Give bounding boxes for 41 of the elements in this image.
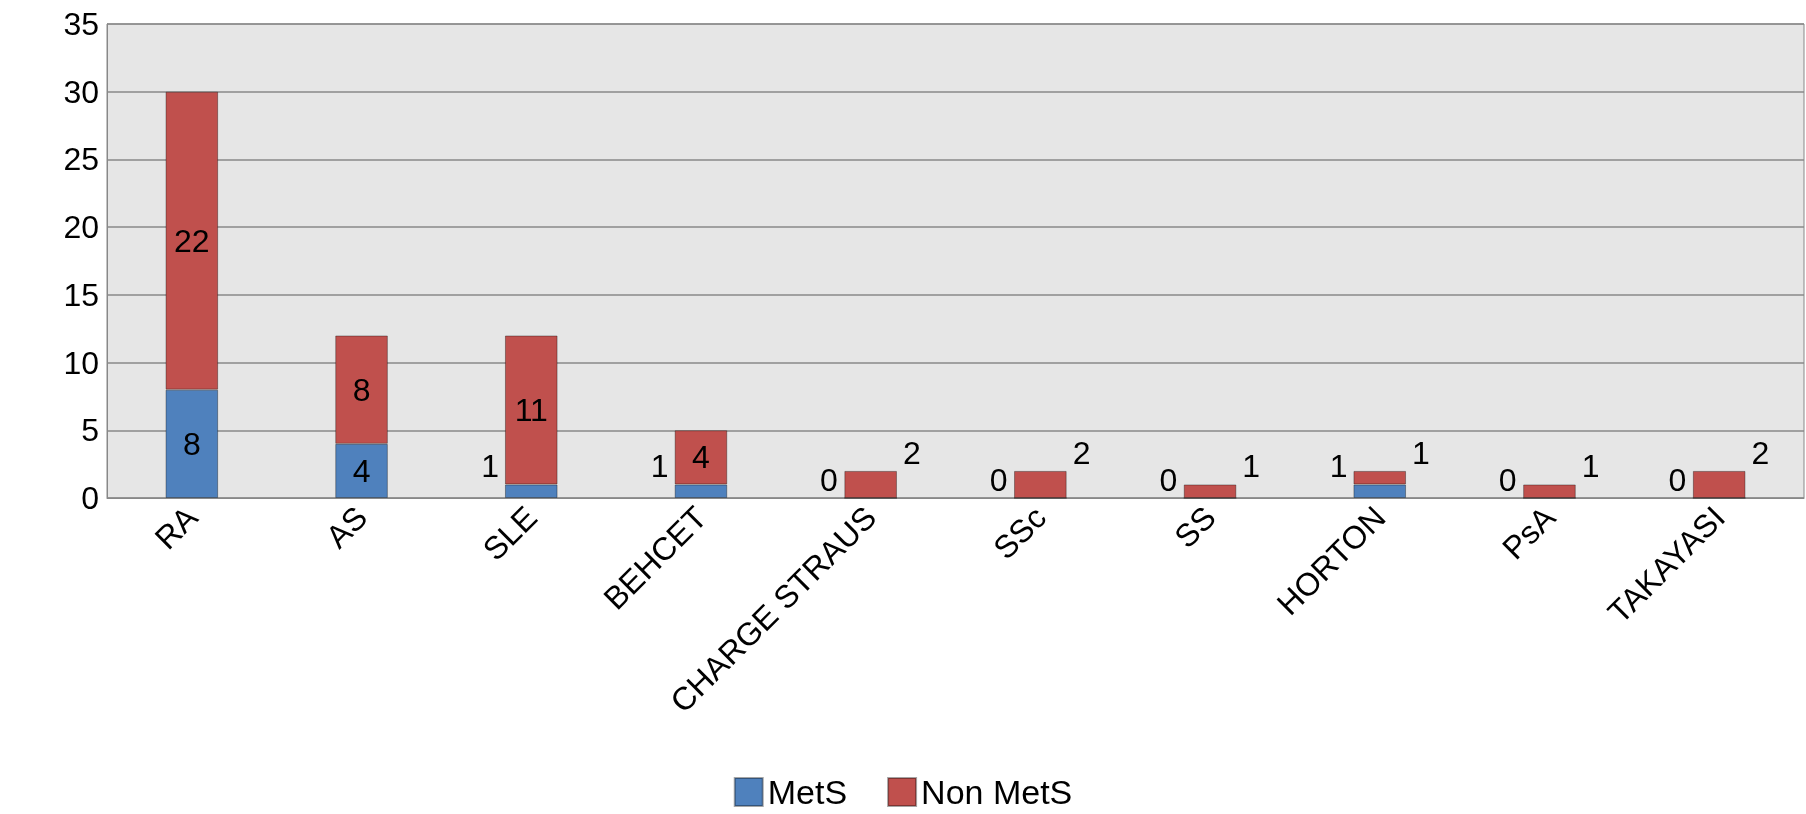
data-label: 4 bbox=[352, 452, 371, 489]
y-tick-label: 25 bbox=[63, 141, 99, 178]
y-tick-label: 30 bbox=[63, 73, 99, 110]
data-label: 8 bbox=[352, 371, 371, 408]
data-label: 11 bbox=[514, 391, 548, 428]
data-label: 0 bbox=[820, 461, 838, 498]
x-tick-label: SLE bbox=[475, 499, 544, 568]
y-tick-label: 0 bbox=[81, 480, 99, 516]
legend-label: Non MetS bbox=[921, 773, 1073, 811]
data-label: 0 bbox=[1668, 461, 1687, 498]
data-label: 4 bbox=[692, 439, 710, 476]
data-label: 1 bbox=[1412, 434, 1430, 471]
y-tick-label: 35 bbox=[63, 6, 99, 42]
data-label: 1 bbox=[650, 448, 669, 485]
legend-label: MetS bbox=[767, 773, 848, 811]
data-label: 1 bbox=[1242, 448, 1261, 485]
data-label: 22 bbox=[174, 222, 210, 259]
bar bbox=[1014, 470, 1067, 498]
data-label: 0 bbox=[1159, 461, 1178, 498]
data-label: 1 bbox=[1581, 448, 1600, 485]
bar bbox=[1523, 484, 1576, 498]
bar bbox=[1692, 470, 1746, 498]
data-label: 2 bbox=[1072, 434, 1091, 471]
bar bbox=[1183, 484, 1237, 498]
data-label: 1 bbox=[1329, 448, 1348, 485]
data-label: 1 bbox=[481, 448, 499, 485]
y-tick-label: 5 bbox=[81, 412, 99, 449]
x-tick-label: SSc bbox=[986, 499, 1054, 567]
x-tick-label: PsA bbox=[1495, 498, 1563, 567]
y-tick-label: 10 bbox=[63, 344, 99, 381]
x-tick-label: SS bbox=[1167, 499, 1223, 555]
y-tick-label: 20 bbox=[63, 209, 99, 246]
x-tick-label: AS bbox=[318, 499, 375, 555]
data-label: 0 bbox=[989, 461, 1008, 498]
data-label: 2 bbox=[902, 434, 921, 471]
x-tick-label: RA bbox=[147, 498, 206, 557]
data-label: 2 bbox=[1751, 434, 1770, 471]
data-label: 8 bbox=[182, 425, 201, 462]
data-label: 0 bbox=[1498, 461, 1517, 498]
y-tick-label: 15 bbox=[63, 276, 99, 313]
bar bbox=[844, 470, 897, 498]
